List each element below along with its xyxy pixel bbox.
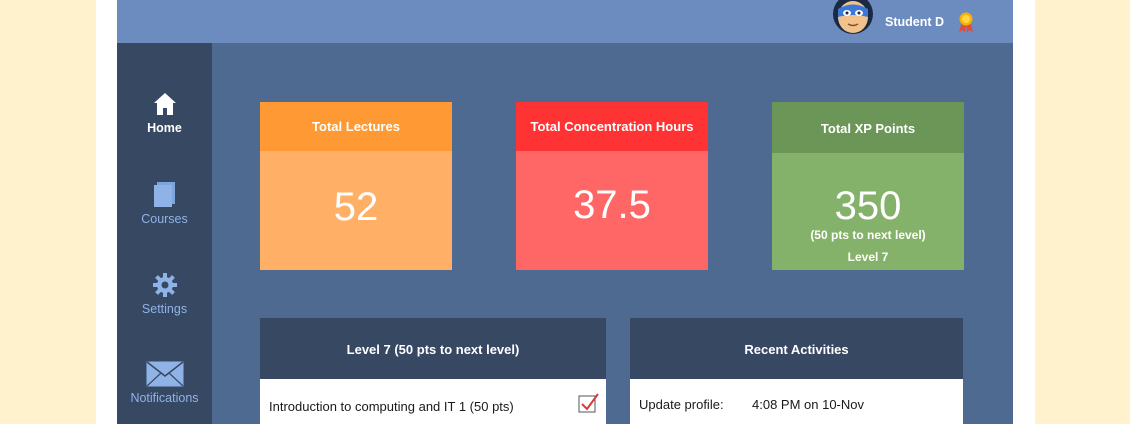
sidebar-item-label: Notifications <box>130 391 199 405</box>
sidebar-item-label: Settings <box>141 302 188 316</box>
total-lectures-card: Total Lectures 52 <box>260 102 452 270</box>
envelope-icon <box>146 361 183 387</box>
xp-level: Level 7 <box>847 250 889 264</box>
checkbox-checked-icon[interactable] <box>578 392 600 414</box>
user-name[interactable]: Student D <box>885 15 945 29</box>
sidebar-item-courses[interactable]: Courses <box>117 180 212 226</box>
sidebar: Home Courses <box>117 43 212 424</box>
dashboard-app: Student D Home Courses <box>117 0 1013 424</box>
sidebar-item-settings[interactable]: Settings <box>117 272 212 316</box>
total-hours-card: Total Concentration Hours 37.5 <box>516 102 708 270</box>
activity-time: 4:08 PM on 10-Nov <box>752 397 865 412</box>
xp-next-level: (50 pts to next level) <box>810 228 926 242</box>
card-title: Total XP Points <box>772 102 964 153</box>
list-item: Update profile: 4:08 PM on 10-Nov <box>630 379 963 424</box>
superhero-avatar-icon[interactable] <box>828 0 878 36</box>
top-bar: Student D <box>117 0 1013 43</box>
courses-icon <box>153 182 175 207</box>
sidebar-item-home[interactable]: Home <box>117 91 212 135</box>
card-title: Total Concentration Hours <box>516 102 708 151</box>
list-item[interactable]: Introduction to computing and IT 1 (50 p… <box>260 379 606 424</box>
recent-activities-title: Recent Activities <box>630 318 963 379</box>
card-body: 52 <box>260 151 452 270</box>
gear-icon <box>152 273 177 297</box>
level-panel: Level 7 (50 pts to next level) Introduct… <box>260 318 606 424</box>
level-panel-title: Level 7 (50 pts to next level) <box>260 318 606 379</box>
activity-action: Update profile: <box>639 397 724 412</box>
card-title: Total Lectures <box>260 102 452 151</box>
sidebar-item-notifications[interactable]: Notifications <box>117 361 212 405</box>
total-xp-card: Total XP Points 350 (50 pts to next leve… <box>772 102 964 270</box>
course-name: Introduction to computing and IT 1 (50 p… <box>269 399 514 414</box>
total-lectures-value: 52 <box>333 185 379 229</box>
total-hours-value: 37.5 <box>573 183 651 227</box>
sidebar-item-label: Home <box>147 121 182 135</box>
card-body: 37.5 <box>516 151 708 270</box>
award-ribbon-icon <box>959 12 973 33</box>
total-xp-value: 350 <box>834 184 902 228</box>
recent-activities-panel: Recent Activities Update profile: 4:08 P… <box>630 318 963 424</box>
sidebar-item-label: Courses <box>141 212 188 226</box>
home-icon <box>153 93 176 115</box>
card-body: 350 (50 pts to next level) Level 7 <box>772 153 964 270</box>
